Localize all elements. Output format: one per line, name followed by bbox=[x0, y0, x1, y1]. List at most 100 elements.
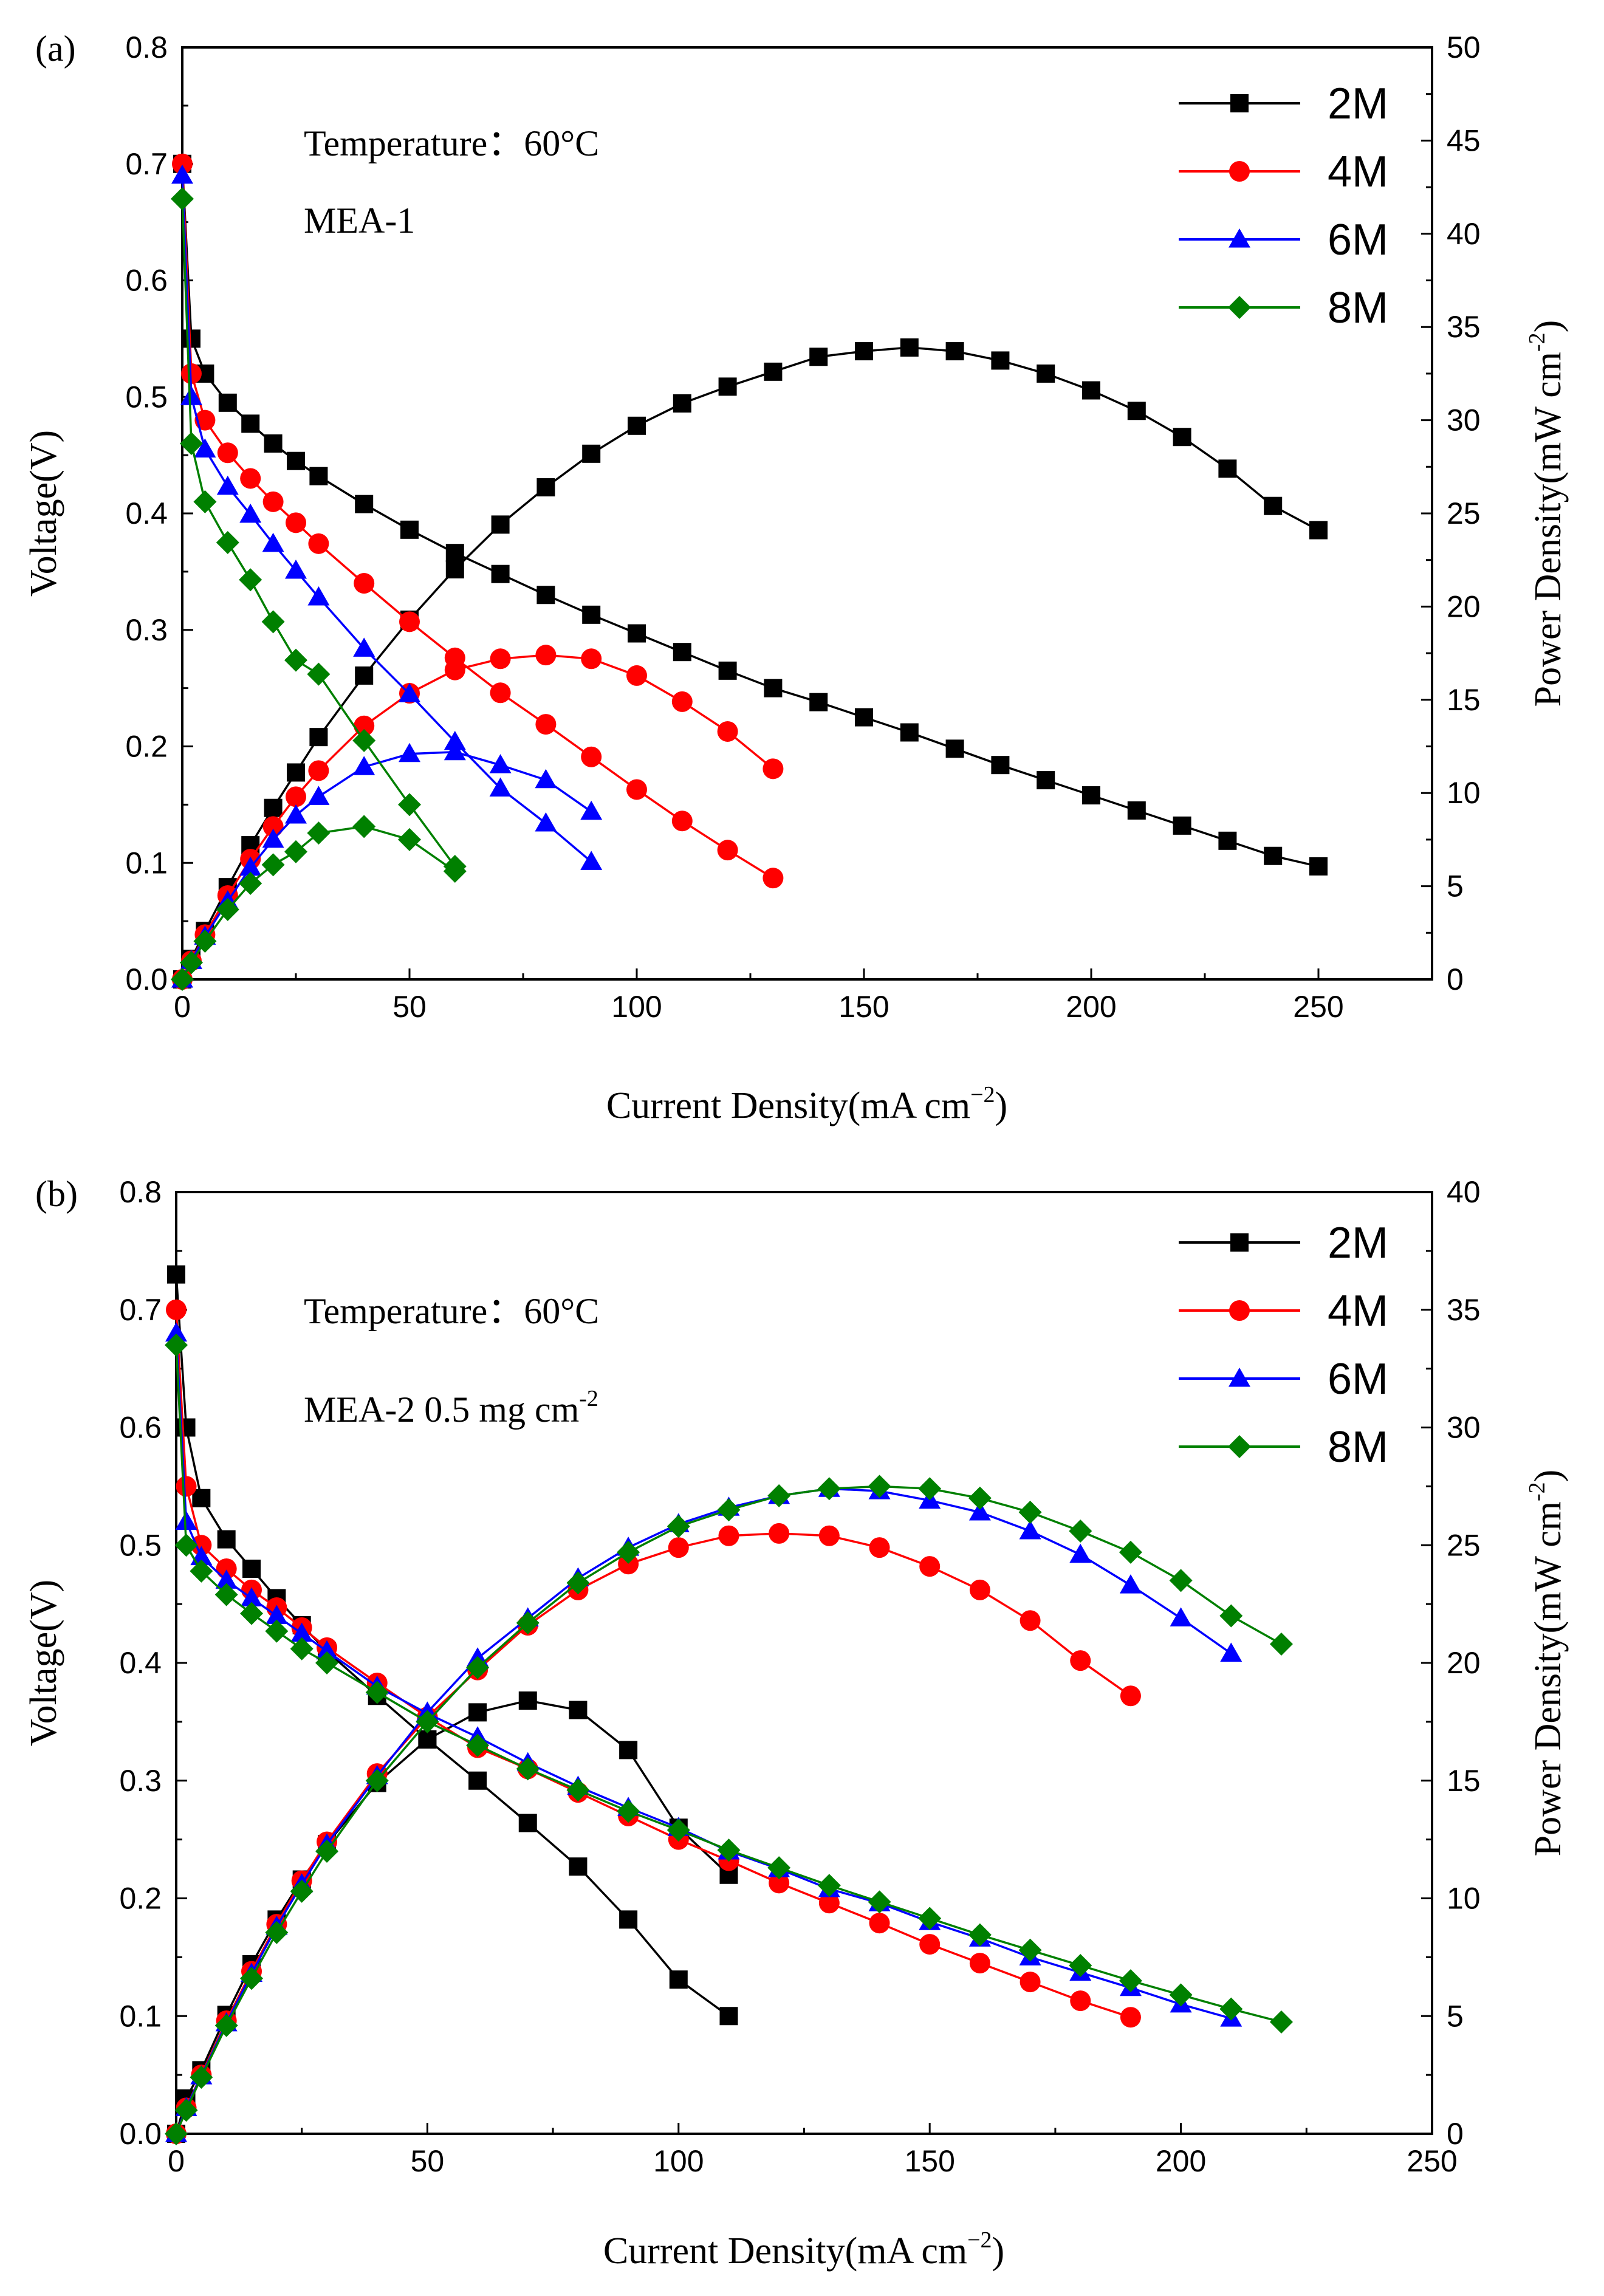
voltage-point-4M bbox=[1070, 1990, 1091, 2012]
voltage-point-2M bbox=[217, 1530, 236, 1549]
voltage-point-4M bbox=[1020, 1972, 1041, 1993]
voltage-point-2M bbox=[309, 467, 328, 485]
voltage-point-8M bbox=[1269, 2010, 1293, 2034]
power-point-8M bbox=[365, 1769, 389, 1792]
power-point-4M bbox=[308, 760, 329, 781]
voltage-point-4M bbox=[919, 1934, 941, 1955]
legend-label-2M: 2M bbox=[1328, 1219, 1388, 1267]
voltage-point-6M bbox=[165, 1322, 187, 1342]
power-point-2M bbox=[536, 478, 555, 497]
power-point-8M bbox=[352, 815, 376, 838]
series-8M bbox=[171, 187, 467, 991]
series-6M bbox=[171, 164, 603, 988]
voltage-point-2M bbox=[287, 451, 305, 470]
y-left-tick-label: 0.8 bbox=[125, 30, 168, 64]
voltage-point-2M bbox=[1309, 857, 1328, 876]
voltage-point-8M bbox=[717, 1839, 741, 1862]
voltage-point-4M bbox=[490, 682, 511, 704]
voltage-point-4M bbox=[217, 442, 238, 464]
x-tick-label: 100 bbox=[653, 2144, 704, 2178]
voltage-line-2M bbox=[181, 163, 1319, 868]
voltage-point-8M bbox=[284, 648, 307, 672]
y-left-tick-label: 0.7 bbox=[125, 147, 168, 181]
voltage-point-8M bbox=[190, 1559, 213, 1583]
voltage-point-8M bbox=[968, 1923, 992, 1947]
power-point-6M bbox=[239, 856, 262, 876]
y-right-tick-label: 25 bbox=[1447, 496, 1481, 530]
voltage-point-8M bbox=[239, 568, 262, 592]
power-line-4M bbox=[175, 1532, 1131, 2134]
power-point-2M bbox=[855, 342, 873, 361]
voltage-point-2M bbox=[718, 661, 737, 680]
x-tick-label: 200 bbox=[1156, 2144, 1206, 2178]
x-tick-label: 150 bbox=[904, 2144, 955, 2178]
y-right-tick-label: 15 bbox=[1447, 683, 1481, 717]
voltage-point-2M bbox=[445, 544, 464, 563]
voltage-point-8M bbox=[165, 1333, 188, 1357]
legend-label-8M: 8M bbox=[1328, 284, 1388, 332]
power-point-6M bbox=[262, 828, 284, 848]
voltage-point-4M bbox=[399, 611, 420, 632]
voltage-point-8M bbox=[398, 793, 421, 817]
power-point-6M bbox=[353, 756, 375, 775]
y-right-tick-label: 0 bbox=[1447, 962, 1464, 996]
power-point-2M bbox=[619, 1741, 638, 1760]
voltage-point-2M bbox=[491, 564, 510, 583]
x-tick-label: 0 bbox=[174, 990, 191, 1024]
power-point-4M bbox=[581, 648, 602, 670]
voltage-point-4M bbox=[176, 1476, 197, 1497]
temperature-annotation: Temperature：60°C bbox=[304, 123, 599, 163]
voltage-point-6M bbox=[194, 438, 216, 458]
power-point-6M bbox=[968, 1501, 991, 1521]
y-left-tick-label: 0.4 bbox=[125, 496, 168, 530]
power-point-4M bbox=[671, 691, 693, 712]
power-point-8M bbox=[179, 951, 203, 975]
y-left-tick-label: 0.8 bbox=[119, 1175, 162, 1209]
voltage-point-8M bbox=[1169, 1983, 1193, 2007]
voltage-point-2M bbox=[569, 1857, 588, 1876]
y-right-axis-title: Power Density(mW cm-2) bbox=[1524, 320, 1569, 707]
voltage-point-2M bbox=[1037, 771, 1055, 790]
voltage-point-4M bbox=[308, 533, 329, 554]
voltage-line-8M bbox=[175, 1345, 1282, 2023]
voltage-point-6M bbox=[171, 164, 193, 184]
voltage-point-2M bbox=[242, 1560, 261, 1578]
power-point-8M bbox=[240, 1967, 264, 1990]
voltage-point-2M bbox=[182, 329, 200, 348]
voltage-point-8M bbox=[1119, 1969, 1142, 1993]
power-point-4M bbox=[354, 715, 375, 736]
voltage-point-4M bbox=[763, 868, 784, 889]
y-left-tick-label: 0.0 bbox=[125, 962, 168, 996]
voltage-point-2M bbox=[1082, 786, 1100, 805]
power-point-8M bbox=[667, 1515, 690, 1538]
power-point-6M bbox=[535, 769, 557, 789]
power-point-2M bbox=[764, 362, 783, 381]
power-point-2M bbox=[418, 1730, 437, 1749]
power-point-8M bbox=[307, 821, 331, 845]
power-point-2M bbox=[900, 338, 919, 357]
y-left-tick-label: 0.3 bbox=[125, 613, 168, 647]
voltage-line-2M bbox=[175, 1274, 730, 2017]
y-right-tick-label: 5 bbox=[1447, 869, 1464, 903]
x-tick-label: 50 bbox=[411, 2144, 445, 2178]
power-point-6M bbox=[307, 786, 330, 805]
y-right-tick-label: 30 bbox=[1447, 1411, 1481, 1445]
mea-annotation: MEA-1 bbox=[304, 200, 415, 241]
plot-frame bbox=[181, 46, 1433, 981]
temperature-annotation: Temperature：60°C bbox=[304, 1291, 599, 1331]
legend-label-6M: 6M bbox=[1328, 1355, 1388, 1403]
x-tick-label: 150 bbox=[838, 990, 889, 1024]
legend-marker-8M bbox=[1228, 1435, 1251, 1458]
power-point-6M bbox=[580, 800, 603, 820]
power-point-2M bbox=[582, 444, 601, 463]
power-point-4M bbox=[718, 1525, 739, 1546]
voltage-point-2M bbox=[218, 393, 237, 412]
voltage-point-4M bbox=[671, 810, 693, 832]
legend-marker-6M bbox=[1229, 228, 1250, 248]
power-point-8M bbox=[566, 1571, 590, 1595]
power-point-8M bbox=[868, 1475, 891, 1498]
power-point-6M bbox=[1119, 1574, 1142, 1594]
power-point-2M bbox=[945, 342, 964, 361]
legend-label-4M: 4M bbox=[1328, 148, 1388, 196]
power-point-4M bbox=[262, 816, 284, 837]
